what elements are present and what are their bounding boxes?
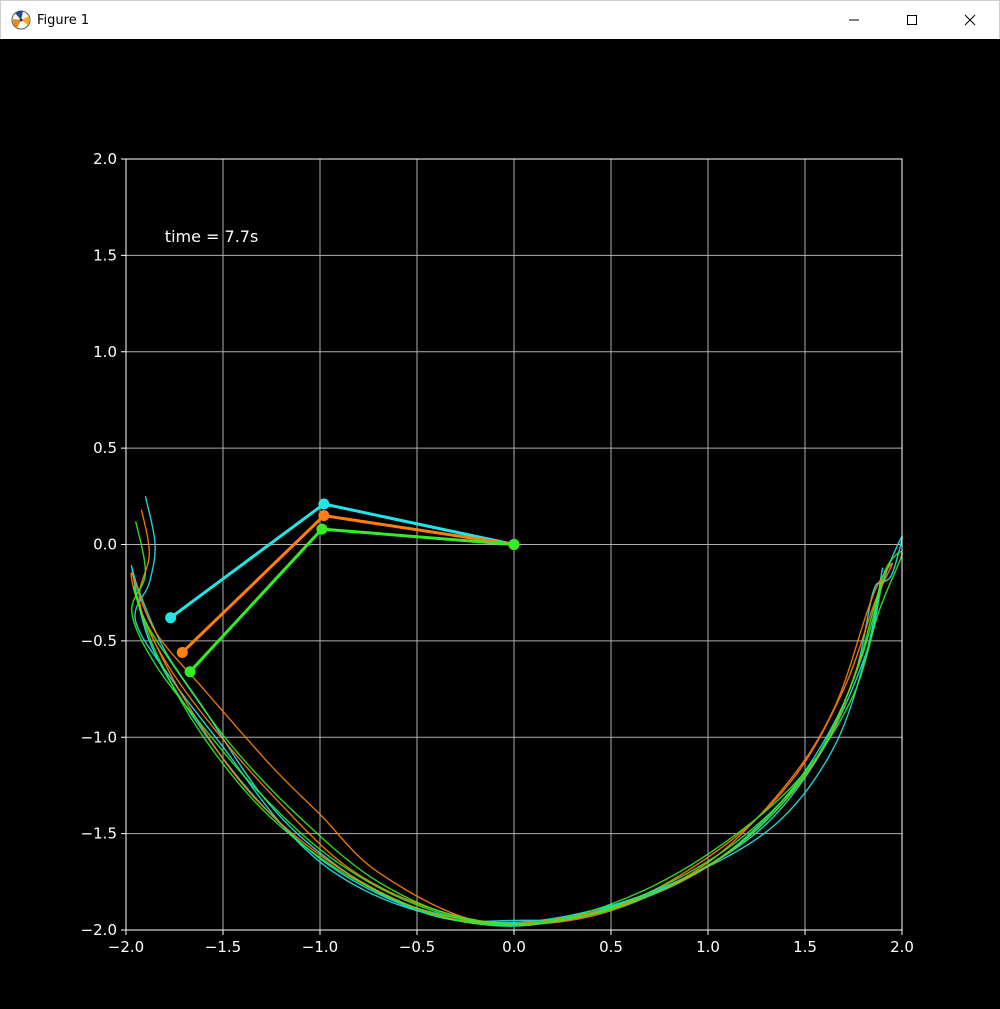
- pendulum-arm-cyan: [169, 502, 515, 619]
- pendulum-arm-orange: [181, 514, 515, 654]
- window-controls: [825, 1, 999, 39]
- y-tick-label: 1.0: [93, 343, 117, 361]
- maximize-icon: [907, 15, 917, 25]
- time-annotation: time = 7.7s: [165, 227, 259, 246]
- x-tick-label: −1.0: [302, 938, 338, 956]
- pendulum-bob-orange: [318, 510, 330, 522]
- trajectory-traces: [130, 496, 903, 927]
- pendulum-bob-orange: [176, 646, 188, 658]
- trace-green: [131, 521, 903, 926]
- x-tick-label: −0.5: [399, 938, 435, 956]
- pendulum-plot: −2.0 −1.5 −1.0 −0.5 0.0 0.5 1.0 1.5 2.0 2.0 1.5 1.0…: [81, 150, 914, 956]
- y-tick-label: −1.0: [81, 728, 117, 746]
- pendulum-bob-cyan: [165, 612, 177, 624]
- y-tick-label: 0.5: [93, 439, 117, 457]
- axis-ticks: −2.0 −1.5 −1.0 −0.5 0.0 0.5 1.0 1.5 2.0 2.0 1.5 1.0…: [81, 150, 914, 956]
- matplotlib-icon: [11, 10, 31, 30]
- pendulum-bob-green: [508, 539, 520, 550]
- x-tick-label: 0.5: [599, 938, 623, 956]
- close-button[interactable]: [941, 1, 999, 39]
- window-title: Figure 1: [37, 12, 90, 28]
- x-tick-label: 2.0: [890, 938, 914, 956]
- title-bar: Figure 1: [0, 0, 1000, 39]
- pendulum-bob-green: [316, 523, 328, 535]
- minimize-icon: [849, 19, 859, 21]
- pendulum-bob-cyan: [318, 498, 330, 510]
- y-tick-label: 2.0: [93, 150, 117, 168]
- figure-canvas[interactable]: −2.0 −1.5 −1.0 −0.5 0.0 0.5 1.0 1.5 2.0 2.0 1.5 1.0…: [0, 39, 1000, 1009]
- maximize-button[interactable]: [883, 1, 941, 39]
- y-tick-label: 1.5: [93, 246, 117, 264]
- pendulum-arms: [165, 498, 520, 678]
- close-icon: [964, 14, 976, 26]
- pendulum-arm-green: [188, 527, 515, 673]
- pendulum-bob-green: [184, 666, 196, 678]
- x-tick-label: −1.5: [205, 938, 241, 956]
- y-tick-label: 0.0: [93, 536, 117, 554]
- x-tick-label: −2.0: [108, 938, 144, 956]
- y-tick-label: −1.5: [81, 825, 117, 843]
- x-tick-label: 1.0: [696, 938, 720, 956]
- x-tick-label: 1.5: [793, 938, 817, 956]
- x-tick-label: 0.0: [502, 938, 526, 956]
- trace-orange: [130, 509, 894, 926]
- grid: [125, 158, 903, 931]
- minimize-button[interactable]: [825, 1, 883, 39]
- y-tick-label: −2.0: [81, 921, 117, 939]
- y-tick-label: −0.5: [81, 632, 117, 650]
